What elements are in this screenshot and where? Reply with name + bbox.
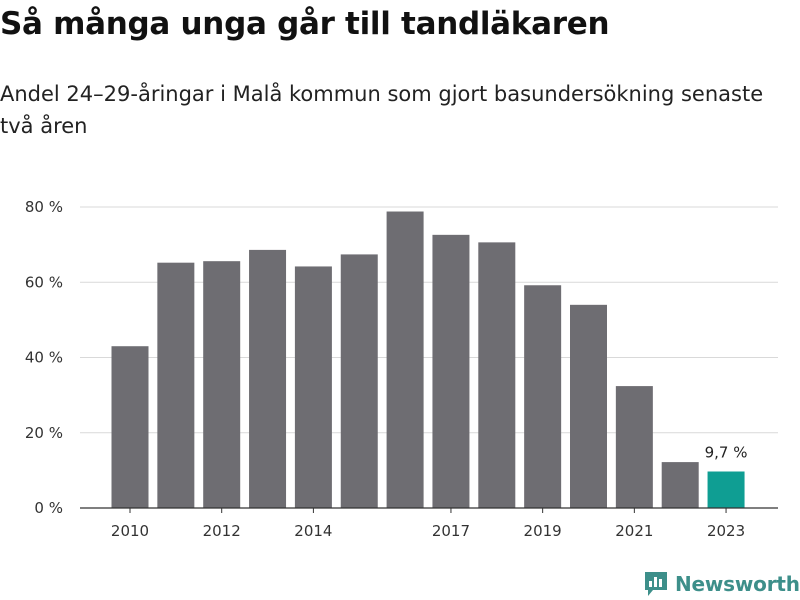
y-tick-label: 20 % (25, 424, 63, 442)
bar-2021 (615, 386, 653, 508)
x-tick-label: 2012 (203, 522, 241, 540)
bars (111, 211, 745, 508)
bar-2020 (570, 304, 607, 508)
highlight-data-label: 9,7 % (705, 444, 748, 462)
x-tick-label: 2021 (615, 522, 653, 540)
bar-2022 (661, 462, 699, 508)
chart-subtitle: Andel 24–29-åringar i Malå kommun som gj… (0, 82, 764, 138)
bar-2017 (432, 234, 470, 508)
newsworthy-logo-text: Newsworthy (675, 572, 800, 596)
x-tick-label: 2017 (432, 522, 470, 540)
y-tick-label: 80 % (25, 198, 63, 216)
x-tick-label: 2023 (707, 522, 745, 540)
newsworthy-logo[interactable]: Newsworthy (644, 569, 800, 599)
bar-2016 (386, 211, 424, 508)
bar-2012 (203, 261, 241, 508)
bar-2015 (340, 254, 378, 508)
bar-2014 (294, 266, 332, 508)
bar-2019 (524, 285, 562, 508)
bar-2010 (111, 346, 149, 508)
y-tick-label: 40 % (25, 349, 63, 367)
bar-2011 (157, 262, 195, 508)
y-tick-label: 0 % (34, 499, 63, 517)
gridlines (80, 206, 778, 434)
newsworthy-logo-icon (645, 572, 667, 596)
y-tick-label: 60 % (25, 273, 63, 291)
bar-2018 (478, 242, 516, 508)
x-tick-label: 2010 (111, 522, 149, 540)
x-tick-label: 2019 (524, 522, 562, 540)
bar-chart: 0 % 20 % 40 % 60 % 80 % 2010 2012 2014 2017 2019 2… (25, 198, 778, 540)
axes (80, 507, 778, 513)
bar-2023 (707, 471, 745, 508)
labels: 0 % 20 % 40 % 60 % 80 % 2010 2012 2014 2017 2019 2… (25, 198, 748, 540)
bar-2013 (249, 249, 287, 508)
chart-title: Så många unga går till tandläkaren (0, 6, 610, 42)
x-tick-label: 2014 (294, 522, 332, 540)
